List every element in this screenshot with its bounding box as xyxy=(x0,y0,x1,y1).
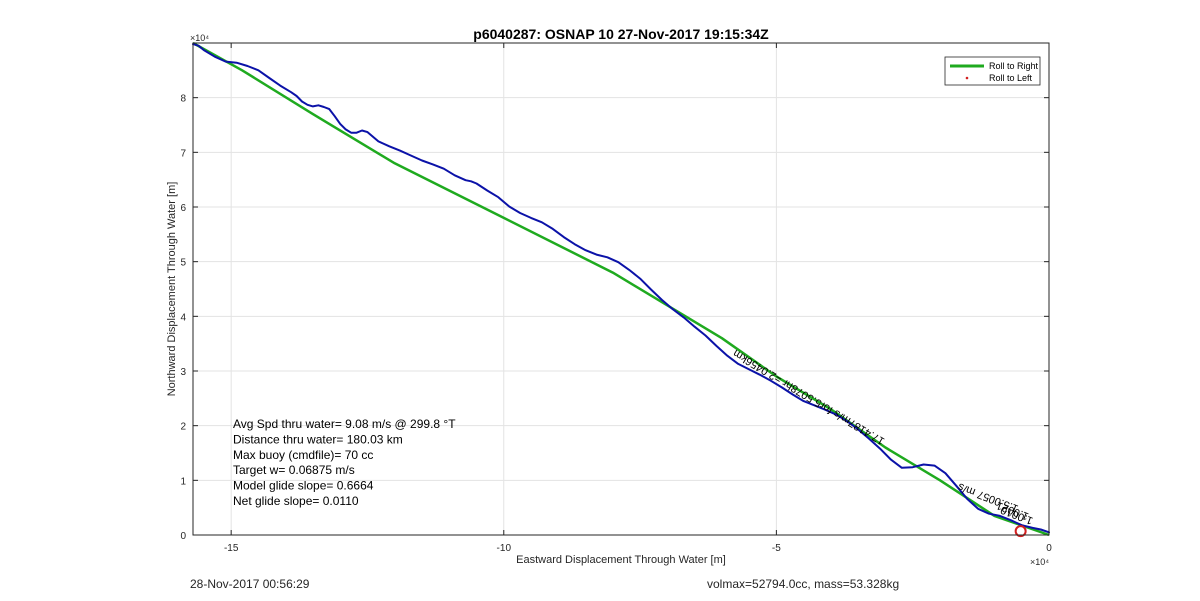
x-tick-label: 0 xyxy=(1046,543,1052,554)
legend-box xyxy=(944,56,1041,86)
track-segment-label: 17.4187m/s for5.5078hr =2.0456km xyxy=(731,347,887,447)
stats-annotation: Model glide slope= 0.6664 xyxy=(233,479,374,493)
stats-annotation: Net glide slope= 0.0110 xyxy=(233,494,359,508)
x-tick-label: -15 xyxy=(224,543,239,554)
y-tick-label: 1 xyxy=(180,476,186,487)
x-tick-label: -10 xyxy=(497,543,512,554)
y-tick-label: 3 xyxy=(180,367,186,378)
ticks: -15 -10 -5 0 0 1 2 3 4 5 6 7 8 xyxy=(180,43,1052,554)
y-tick-label: 4 xyxy=(180,312,186,323)
x-axis-label: Eastward Displacement Through Water [m] xyxy=(516,554,726,566)
start-marker xyxy=(1014,525,1027,538)
stats-annotation: Max buoy (cmdfile)= 70 cc xyxy=(233,448,373,462)
y-tick-label: 7 xyxy=(180,148,186,159)
y-tick-label: 5 xyxy=(180,258,186,269)
legend-roll-left-label: Roll to Left xyxy=(989,73,1033,83)
axes-box xyxy=(192,42,1050,536)
glider-track-line xyxy=(192,43,1050,534)
footer-timestamp: 28-Nov-2017 00:56:29 xyxy=(190,577,310,591)
plot-area xyxy=(192,41,1050,538)
legend-roll-left-swatch xyxy=(965,76,969,80)
stats-annotation: Avg Spd thru water= 9.08 m/s @ 299.8 °T xyxy=(233,417,456,431)
y-tick-label: 8 xyxy=(180,94,186,105)
series-line-roll-to-right xyxy=(192,41,1050,537)
stats-annotations: Avg Spd thru water= 9.08 m/s @ 299.8 °TD… xyxy=(233,417,456,508)
y-tick-label: 2 xyxy=(180,422,186,433)
y-exponent-label: ×10⁴ xyxy=(190,33,209,43)
y-axis-label: Northward Displacement Through Water [m] xyxy=(166,182,178,397)
stats-annotation: Distance thru water= 180.03 km xyxy=(233,432,403,446)
x-tick-label: -5 xyxy=(772,543,781,554)
y-tick-label: 0 xyxy=(180,531,186,542)
y-tick-label: 6 xyxy=(180,203,186,214)
footer-volmax-mass: volmax=52794.0cc, mass=53.328kg xyxy=(707,577,900,591)
chart-title: p6040287: OSNAP 10 27-Nov-2017 19:15:34Z xyxy=(473,26,769,42)
stats-annotation: Target w= 0.06875 m/s xyxy=(233,463,355,477)
x-exponent-label: ×10⁴ xyxy=(1030,557,1049,567)
legend-roll-right-label: Roll to Right xyxy=(989,61,1039,71)
legend: Roll to Right Roll to Left xyxy=(944,56,1041,86)
